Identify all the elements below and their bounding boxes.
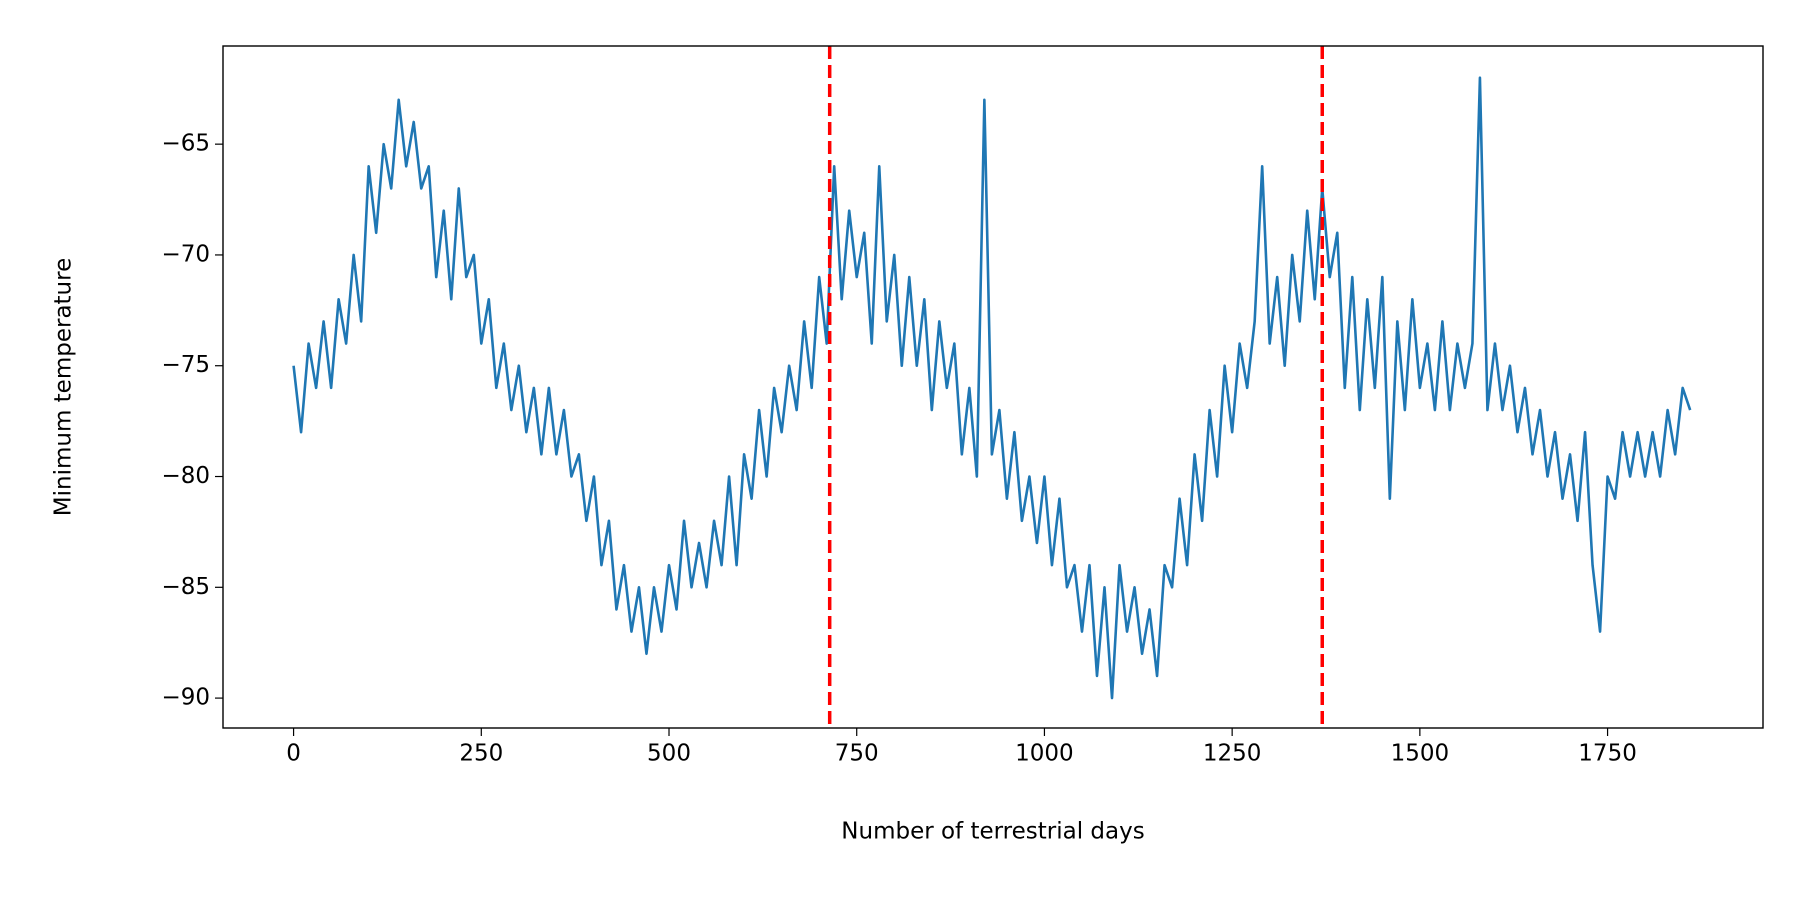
y-tick-label: −80 xyxy=(161,463,210,489)
y-tick-label: −85 xyxy=(161,574,210,600)
y-tick-label: −70 xyxy=(161,241,210,267)
x-tick-label: 750 xyxy=(835,741,879,767)
x-tick-label: 500 xyxy=(647,741,691,767)
x-tick-label: 1750 xyxy=(1578,741,1637,767)
plot-frame xyxy=(222,45,1764,729)
y-tick-label: −90 xyxy=(161,685,210,711)
x-axis-label: Number of terrestrial days xyxy=(841,819,1144,845)
data-line xyxy=(292,76,1692,700)
x-tick-label: 1250 xyxy=(1203,741,1262,767)
y-axis-label: Minimum temperature xyxy=(51,258,77,516)
x-tick-label: 250 xyxy=(459,741,503,767)
y-tick-label: −75 xyxy=(161,352,210,378)
x-tick-label: 1000 xyxy=(1015,741,1074,767)
x-tick-label: 1500 xyxy=(1391,741,1450,767)
x-tick-label: 0 xyxy=(286,741,301,767)
y-tick-label: −65 xyxy=(161,131,210,157)
